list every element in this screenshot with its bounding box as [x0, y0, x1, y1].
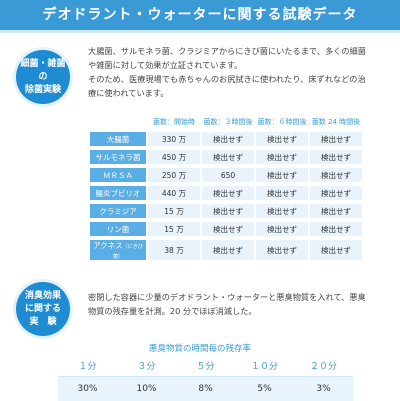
column-header: ２０分 — [294, 354, 353, 377]
column-header: １０分 — [235, 354, 294, 377]
deodorizing-description: 密閉した容器に少量のデオドラント・ウォーターと悪臭物質を入れて、悪臭 物質の残存… — [88, 290, 393, 318]
table-cell: 検出せず — [256, 132, 308, 146]
table-corner — [90, 116, 146, 128]
row-header: 腸炎ブビリオ — [90, 186, 146, 200]
row-header: クラミジア — [90, 204, 146, 218]
column-header: 菌数 24 時間後 — [310, 116, 362, 128]
row-header: アクネス（にきび菌） — [90, 240, 146, 260]
table-cell: 15 万 — [148, 222, 200, 236]
row-header: ＭＲＳＡ — [90, 168, 146, 182]
table-header-row: １分 ３分 ５分 １０分 ２０分 — [58, 354, 353, 377]
sterilization-description: 大腸菌、サルモネラ菌、クラジミアからにきび菌にいたるまで、多くの細菌 や雑菌に対… — [88, 44, 393, 100]
table-cell: 検出せず — [202, 204, 254, 218]
table-cell: 検出せず — [202, 222, 254, 236]
table-cell: 5% — [235, 377, 294, 401]
table-cell: 250 万 — [148, 168, 200, 182]
table-cell: 検出せず — [256, 168, 308, 182]
description-line: 療に使われています。 — [88, 86, 393, 100]
table-cell: 650 — [202, 168, 254, 182]
table-cell: 検出せず — [256, 222, 308, 236]
column-header: ５分 — [176, 354, 235, 377]
description-line: や雑菌に対して効果が立証されています。 — [88, 58, 393, 72]
table-row: サルモネラ菌 450 万 検出せず 検出せず 検出せず — [90, 150, 362, 164]
table-cell: 10% — [117, 377, 176, 401]
description-line: 物質の残存量を計測。20 分でほぼ消滅した。 — [88, 304, 393, 318]
table-cell: 検出せず — [310, 204, 362, 218]
table-cell: 検出せず — [310, 186, 362, 200]
table-cell: 440 万 — [148, 186, 200, 200]
table-row: 腸炎ブビリオ 440 万 検出せず 検出せず 検出せず — [90, 186, 362, 200]
table-row: クラミジア 15 万 検出せず 検出せず 検出せず — [90, 204, 362, 218]
row-header: サルモネラ菌 — [90, 150, 146, 164]
description-line: そのため、医療現場でも赤ちゃんのお尻拭きに使われたり、床ずれなどの治 — [88, 72, 393, 86]
page-title: デオドラント・ウォーターに関する試験データ — [0, 0, 400, 30]
badge-line: 消臭効果 — [25, 290, 61, 303]
table-cell: 30% — [58, 377, 117, 401]
table-cell: 検出せず — [310, 150, 362, 164]
column-header: 菌数：３時間後 — [202, 116, 254, 128]
row-header: 大腸菌 — [90, 132, 146, 146]
column-header: １分 — [58, 354, 117, 377]
table-cell: 38 万 — [148, 240, 200, 260]
row-header: リン菌 — [90, 222, 146, 236]
table-cell: 検出せず — [310, 222, 362, 236]
badge-line: に関する — [25, 303, 61, 316]
table-cell: 検出せず — [202, 150, 254, 164]
residual-rate-table-title: 悪臭物質の時間毎の残存率 — [0, 342, 400, 354]
column-header: 菌数：６時間後 — [256, 116, 308, 128]
table-row: 30% 10% 8% 5% 3% — [58, 377, 353, 401]
table-cell: 検出せず — [256, 240, 308, 260]
table-cell: 検出せず — [202, 186, 254, 200]
table-cell: 検出せず — [256, 150, 308, 164]
table-cell: 検出せず — [256, 204, 308, 218]
column-header: ３分 — [117, 354, 176, 377]
badge-line: 除菌実験 — [20, 84, 65, 97]
table-row: リン菌 15 万 検出せず 検出せず 検出せず — [90, 222, 362, 236]
header-divider — [0, 30, 400, 33]
residual-rate-table: １分 ３分 ５分 １０分 ２０分 30% 10% 8% 5% 3% — [58, 354, 353, 401]
table-cell: 検出せず — [310, 132, 362, 146]
badge-line: の — [20, 71, 65, 84]
table-row: ＭＲＳＡ 250 万 650 検出せず 検出せず — [90, 168, 362, 182]
table-row: アクネス（にきび菌） 38 万 検出せず 検出せず 検出せず — [90, 240, 362, 260]
table-cell: 15 万 — [148, 204, 200, 218]
table-cell: 330 万 — [148, 132, 200, 146]
deodorizing-experiment-badge: 消臭効果 に関する 実 験 — [16, 282, 70, 336]
table-cell: 検出せず — [256, 186, 308, 200]
table-cell: 450 万 — [148, 150, 200, 164]
bacteria-count-table: 菌数：開始時 菌数：３時間後 菌数：６時間後 菌数 24 時間後 大腸菌 330… — [88, 112, 364, 264]
table-cell: 検出せず — [202, 240, 254, 260]
table-cell: 8% — [176, 377, 235, 401]
table-cell: 検出せず — [310, 168, 362, 182]
table-cell: 検出せず — [202, 132, 254, 146]
table-cell: 3% — [294, 377, 353, 401]
badge-line: 実 験 — [25, 316, 61, 329]
table-row: 大腸菌 330 万 検出せず 検出せず 検出せず — [90, 132, 362, 146]
table-cell: 検出せず — [310, 240, 362, 260]
badge-line: 細菌・雑菌 — [20, 58, 65, 71]
sterilization-experiment-badge: 細菌・雑菌 の 除菌実験 — [16, 50, 70, 104]
description-line: 密閉した容器に少量のデオドラント・ウォーターと悪臭物質を入れて、悪臭 — [88, 290, 393, 304]
table-header-row: 菌数：開始時 菌数：３時間後 菌数：６時間後 菌数 24 時間後 — [90, 116, 362, 128]
description-line: 大腸菌、サルモネラ菌、クラジミアからにきび菌にいたるまで、多くの細菌 — [88, 44, 393, 58]
column-header: 菌数：開始時 — [148, 116, 200, 128]
